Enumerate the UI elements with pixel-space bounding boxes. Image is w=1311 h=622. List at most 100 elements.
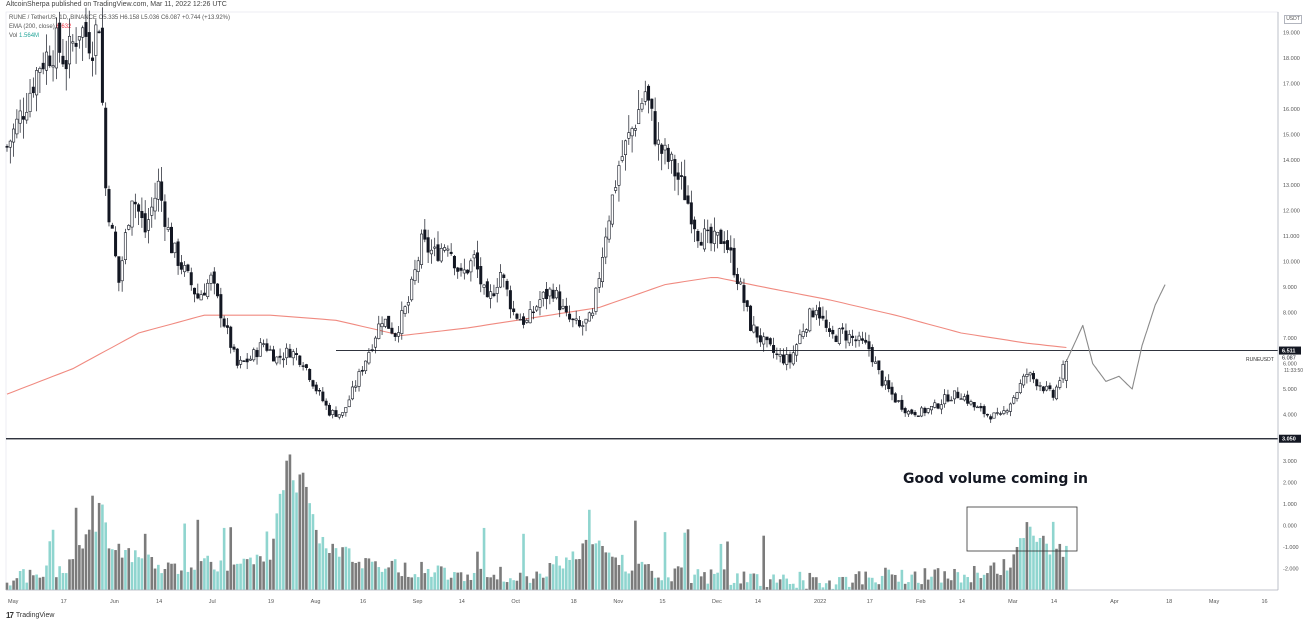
volume-bar	[71, 559, 75, 590]
candle-body-bear	[729, 247, 733, 251]
candle	[949, 396, 953, 402]
volume-bar	[446, 579, 450, 590]
candle	[271, 345, 275, 362]
candle	[193, 287, 197, 303]
price-tick-label: 8.000	[1283, 311, 1297, 317]
candle	[202, 283, 206, 296]
candle-body-bull	[54, 27, 58, 69]
volume-bar	[242, 558, 246, 590]
candle	[729, 235, 733, 263]
candle-body-bear	[459, 267, 463, 271]
candle-body-bear	[979, 406, 983, 409]
candle-body-bull	[400, 310, 404, 334]
candle-body-bear	[890, 386, 894, 395]
candle-body-bull	[291, 351, 295, 359]
candle-body-bear	[686, 195, 690, 204]
volume-bar	[137, 557, 140, 590]
candle	[252, 347, 256, 362]
volume-bar	[897, 581, 900, 590]
candle-body-bear	[216, 283, 220, 297]
candle-countdown: 11:33:50	[1284, 368, 1304, 374]
candle	[255, 347, 259, 365]
volume-bar	[584, 539, 588, 590]
volume-bar	[828, 580, 831, 590]
price-tick-label: 17.000	[1283, 81, 1300, 87]
candle	[953, 390, 957, 404]
candle-body-bear	[505, 280, 509, 290]
volume-bar	[416, 577, 420, 590]
candle	[568, 305, 572, 323]
candle	[528, 300, 532, 324]
candle	[689, 190, 693, 234]
candle-body-bull	[498, 272, 502, 288]
candle	[117, 256, 121, 292]
candle	[1025, 368, 1029, 384]
volume-bar	[1015, 546, 1019, 590]
candle	[28, 79, 32, 118]
candle-body-bear	[255, 350, 259, 358]
candle	[795, 343, 799, 362]
volume-bar	[107, 548, 111, 590]
candle-body-bear	[811, 310, 815, 318]
volume-bar	[433, 572, 436, 590]
candle	[999, 411, 1003, 416]
candle-body-bull	[331, 409, 335, 415]
candle	[498, 264, 502, 289]
volume-bar	[212, 569, 216, 590]
volume-bar	[920, 584, 923, 590]
candle	[966, 390, 970, 406]
candle	[854, 335, 858, 348]
last-price-label: 6.087	[1282, 355, 1296, 361]
candle	[459, 263, 463, 277]
candle-body-bull	[926, 408, 930, 413]
volume-bar	[752, 573, 756, 590]
ema-200-line	[6, 276, 1067, 395]
volume-bar	[1058, 543, 1062, 590]
volume-bar	[634, 520, 637, 590]
volume-bar	[285, 460, 288, 590]
candle-body-bear	[327, 404, 331, 416]
candle	[818, 301, 822, 326]
candle-body-bull	[630, 128, 634, 137]
currency-unit-badge[interactable]: USDT	[1284, 15, 1302, 24]
volume-bar	[785, 578, 789, 590]
candle	[400, 301, 404, 340]
tradingview-logo[interactable]: 17 TradingView	[6, 611, 54, 620]
candle	[324, 398, 328, 411]
volume-bar	[97, 502, 101, 590]
candle-body-bear	[449, 251, 453, 254]
candle-body-bull	[347, 399, 351, 408]
candle	[31, 77, 35, 98]
candle-body-bull	[617, 165, 621, 186]
volume-bar	[469, 579, 473, 590]
volume-bar	[176, 573, 180, 590]
candle-body-bear	[719, 229, 723, 245]
candle-body-bear	[653, 111, 657, 145]
candle-body-bear	[140, 211, 144, 219]
candle-body-bull	[173, 242, 177, 254]
ema-label: EMA (200, close)	[9, 24, 55, 30]
volume-bar	[541, 577, 545, 590]
candle	[874, 356, 878, 364]
candle	[515, 312, 519, 321]
candle-body-bear	[699, 241, 703, 246]
candle	[788, 351, 792, 369]
candle	[485, 278, 489, 298]
candle-body-bear	[551, 289, 555, 299]
candle	[429, 239, 433, 264]
volume-bar	[449, 577, 453, 590]
candle	[278, 348, 282, 365]
volume-bar	[173, 563, 177, 590]
candle-body-bull	[874, 361, 878, 364]
candle-body-bull	[798, 334, 802, 344]
horizontal-levels[interactable]: 6.511 3.050 6.087	[6, 346, 1301, 443]
volume-bar	[574, 559, 578, 590]
volume-bar	[877, 584, 881, 590]
volume-bar	[209, 561, 213, 590]
volume-highlight-box[interactable]	[966, 506, 1078, 552]
candle-body-bear	[278, 355, 282, 358]
volume-bar	[768, 579, 772, 590]
candle-body-bear	[452, 255, 456, 269]
candle-body-bull	[38, 68, 42, 73]
